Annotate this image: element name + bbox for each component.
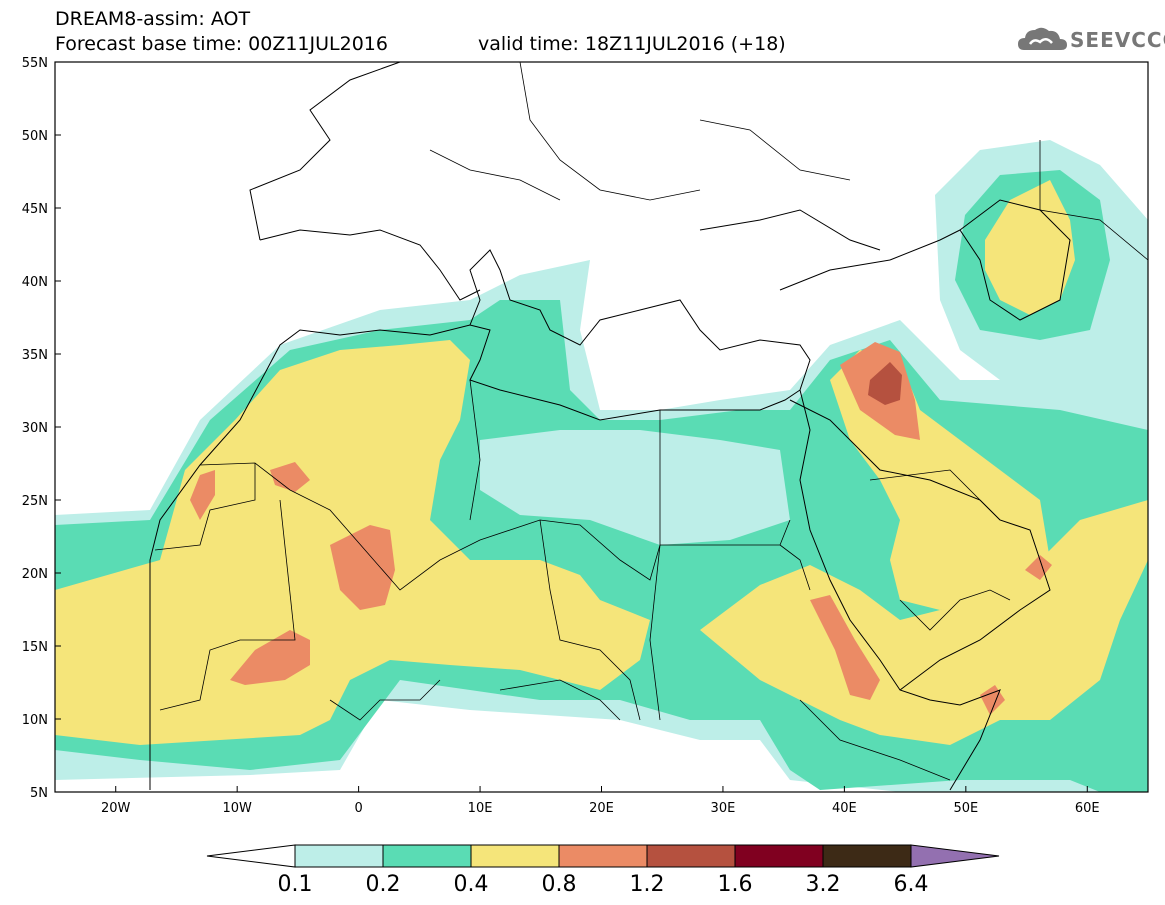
lon-tick-label: 0 <box>354 801 362 816</box>
lat-axis: 55N 50N 45N 40N 35N 30N 25N 20N 15N 10N 5N <box>22 56 61 801</box>
colorbar: 0.1 0.2 0.4 0.8 1.2 1.6 3.2 6.4 <box>206 844 1000 897</box>
colorbar-label: 1.6 <box>718 872 753 897</box>
logo-text: SEEVCCC <box>1070 28 1165 52</box>
aot-area-0.8-algeria <box>270 462 310 492</box>
aot-field <box>55 62 1148 792</box>
lon-tick-label: 10E <box>468 801 493 816</box>
coastlines <box>149 62 1071 791</box>
colorbar-bin <box>558 844 648 868</box>
aot-area-1.2-iraq-core <box>868 362 902 405</box>
colorbar-label: 3.2 <box>806 872 841 897</box>
colorbar-label: 1.2 <box>630 872 665 897</box>
colorbar-label: 0.2 <box>366 872 401 897</box>
borders <box>154 62 1148 781</box>
aot-area-0.8-oman <box>1025 555 1052 580</box>
colorbar-over-triangle <box>910 844 1000 868</box>
aot-area-0.8-mali <box>330 525 395 610</box>
valid-time: valid time: 18Z11JUL2016 (+18) <box>478 33 786 55</box>
forecast-base-time: Forecast base time: 00Z11JUL2016 <box>55 33 388 55</box>
lon-axis: 20W 10W 0 10E 20E 30E 40E 50E 60E <box>101 786 1100 816</box>
aot-area-0.8-mauritania <box>190 470 215 520</box>
lat-tick-label: 35N <box>22 348 48 363</box>
colorbar-bin <box>382 844 472 868</box>
lon-tick-label: 30E <box>711 801 736 816</box>
lat-tick-label: 5N <box>30 786 48 801</box>
aot-area-0.4-caspian <box>985 180 1075 315</box>
lat-tick-label: 10N <box>22 713 48 728</box>
lat-tick-label: 25N <box>22 494 48 509</box>
lat-tick-label: 55N <box>22 56 48 71</box>
cloud-icon <box>1018 27 1067 50</box>
lat-tick-label: 40N <box>22 275 48 290</box>
aot-area-0.1-east-interior <box>480 430 790 545</box>
lat-tick-label: 20N <box>22 567 48 582</box>
lon-tick-label: 40E <box>832 801 857 816</box>
lon-tick-label: 60E <box>1075 801 1100 816</box>
colorbar-under-triangle <box>206 844 296 868</box>
colorbar-bin <box>734 844 824 868</box>
colorbar-label: 6.4 <box>894 872 929 897</box>
lon-tick-label: 10W <box>222 801 252 816</box>
lat-tick-label: 45N <box>22 202 48 217</box>
lon-tick-label: 50E <box>953 801 978 816</box>
colorbar-bin <box>294 844 384 868</box>
colorbar-label: 0.8 <box>542 872 577 897</box>
aot-area-0.8-eritrea <box>810 595 880 700</box>
seevccc-logo: SEEVCCC <box>1018 22 1165 58</box>
aot-area-0.4-east-africa <box>700 500 1148 745</box>
lat-tick-label: 15N <box>22 640 48 655</box>
lat-tick-label: 30N <box>22 421 48 436</box>
colorbar-bin <box>646 844 736 868</box>
colorbar-bin <box>822 844 912 868</box>
aot-area-0.8-niger-west <box>230 630 310 685</box>
lat-tick-label: 50N <box>22 129 48 144</box>
colorbar-label: 0.4 <box>454 872 489 897</box>
lon-tick-label: 20E <box>589 801 614 816</box>
map-title: DREAM8-assim: AOT <box>55 8 251 30</box>
colorbar-label: 0.1 <box>278 872 313 897</box>
lon-tick-label: 20W <box>101 801 131 816</box>
colorbar-bin <box>470 844 560 868</box>
